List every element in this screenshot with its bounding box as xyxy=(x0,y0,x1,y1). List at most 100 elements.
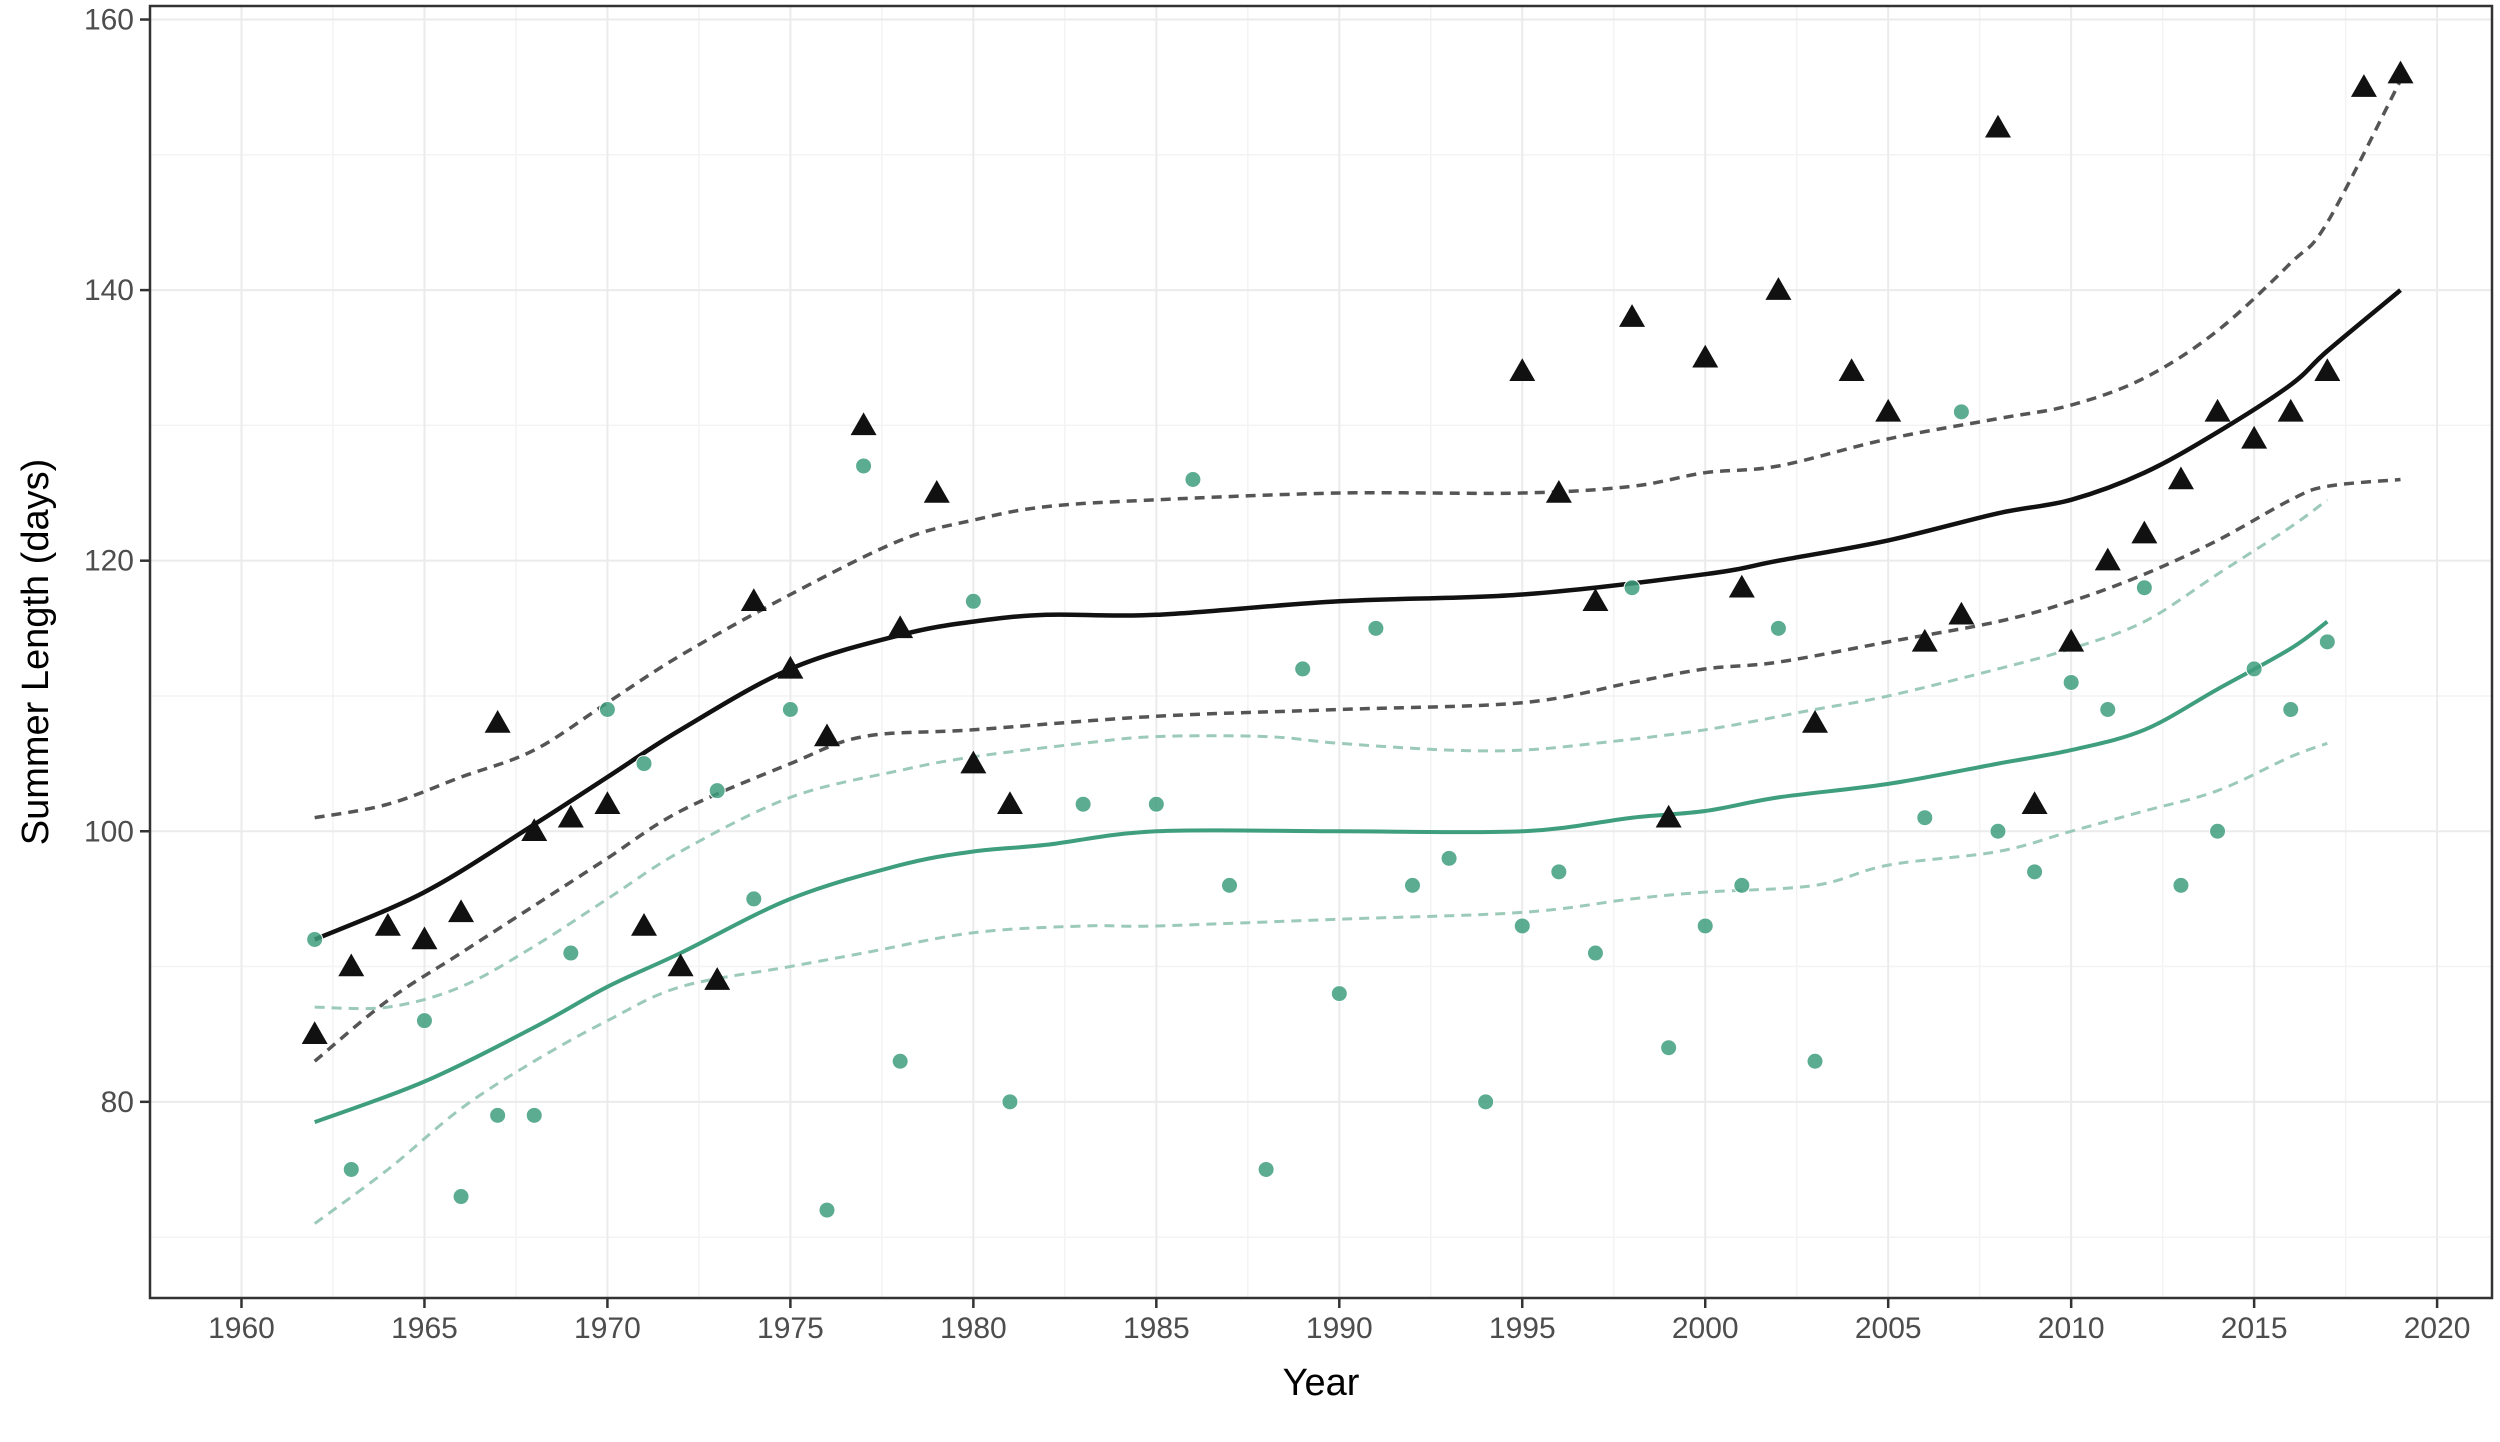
black-triangle-point xyxy=(2241,425,2268,449)
black-triangle-point xyxy=(338,953,365,977)
black-triangle-point xyxy=(2277,398,2304,422)
green-circle-point xyxy=(635,755,653,773)
black-triangle-point xyxy=(1619,304,1646,327)
green-circle-point xyxy=(489,1106,507,1124)
green-circle-point xyxy=(1367,619,1385,637)
green-circle-point xyxy=(306,930,324,948)
green-circle-point xyxy=(1733,876,1751,894)
green-circle-point xyxy=(452,1188,470,1206)
green-circle-point xyxy=(1660,1039,1678,1057)
green-circle-point xyxy=(2062,673,2080,691)
black-triangle-point xyxy=(1875,398,1902,422)
green-circle-point xyxy=(1403,876,1421,894)
green-circle-point xyxy=(1916,809,1934,827)
green-circle-point xyxy=(2135,579,2153,597)
x-tick-label: 1980 xyxy=(940,1312,1007,1345)
black-triangle-point xyxy=(1802,710,1829,733)
green-circle-point xyxy=(745,890,763,908)
x-tick-label: 2000 xyxy=(1672,1312,1739,1345)
black-triangle-point xyxy=(374,912,401,936)
green-circle-point xyxy=(1147,795,1165,813)
green-circle-point xyxy=(342,1160,360,1178)
black-triangle-point xyxy=(2021,791,2048,814)
black-triangle-point xyxy=(2350,74,2377,97)
green-circle-point xyxy=(2172,876,2190,894)
green-circle-point xyxy=(2026,863,2044,881)
green-circle-point xyxy=(598,700,616,718)
green-circle-point xyxy=(2318,633,2336,651)
black-triangle-point xyxy=(1911,628,1938,652)
green-circle-point xyxy=(1513,917,1531,935)
green-ci-upper-line xyxy=(314,498,2329,1011)
green-circle-point xyxy=(1477,1093,1495,1111)
green-circle-point xyxy=(1294,660,1312,678)
fit-lines xyxy=(313,288,2402,1124)
black-triangle-point xyxy=(1692,344,1719,368)
green-circle-point xyxy=(1586,944,1604,962)
black-triangle-point xyxy=(2314,358,2341,382)
x-tick-label: 1960 xyxy=(208,1312,275,1345)
black-ci-upper-line xyxy=(314,79,2403,820)
black-triangle-point xyxy=(1582,588,1609,612)
green-circle-point xyxy=(855,457,873,475)
green-circle-point xyxy=(1221,876,1239,894)
green-circle-point xyxy=(1623,579,1641,597)
black-triangle-point xyxy=(2094,547,2121,571)
black-triangle-point xyxy=(631,912,658,936)
x-tick-label: 2015 xyxy=(2221,1312,2288,1345)
black-triangle-point xyxy=(1984,114,2011,138)
green-circle-point xyxy=(1330,985,1348,1003)
black-triangle-point xyxy=(1509,358,1536,382)
black-triangle-point xyxy=(1545,480,1572,503)
green-circle-point xyxy=(1989,822,2007,840)
black-triangle-point xyxy=(1838,358,1865,382)
x-tick-label: 1990 xyxy=(1306,1312,1373,1345)
green-circle-point xyxy=(1074,795,1092,813)
black-triangle-point xyxy=(411,926,438,950)
x-tick-label: 2005 xyxy=(1855,1312,1922,1345)
green-circle-point xyxy=(1550,863,1568,881)
black-triangle-point xyxy=(887,615,914,639)
black-triangle-point xyxy=(1655,804,1682,828)
green-circle-point xyxy=(964,592,982,610)
green-circle-point xyxy=(562,944,580,962)
green-circle-point xyxy=(781,700,799,718)
black-triangle-point xyxy=(1765,277,1792,300)
green-circle-point xyxy=(2209,822,2227,840)
green-circle-point xyxy=(1440,849,1458,867)
black-triangle-point xyxy=(740,588,767,612)
green-ci-lower-line xyxy=(313,741,2328,1225)
x-tick-label: 1975 xyxy=(757,1312,824,1345)
y-tick-label: 80 xyxy=(101,1086,134,1119)
black-triangle-point xyxy=(557,804,584,828)
black-triangle-point xyxy=(996,791,1023,814)
black-ci-lower-line xyxy=(313,477,2401,1063)
green-circle-point xyxy=(1952,403,1970,421)
grid xyxy=(150,6,2492,1298)
black-triangle-point xyxy=(1948,601,1975,625)
axes: 1960 1965 1970 1975 1980 1985 1990 1995 2000 2005… xyxy=(84,4,2471,1345)
y-axis-title: Summer Length (days) xyxy=(15,459,57,846)
black-triangle-point xyxy=(594,791,621,814)
x-tick-label: 1965 xyxy=(391,1312,458,1345)
green-circle-point xyxy=(1769,619,1787,637)
y-tick-label: 160 xyxy=(84,4,134,37)
black-triangle-point xyxy=(777,655,804,679)
black-triangle-point xyxy=(667,953,694,977)
green-circle-point xyxy=(708,782,726,800)
green-circle-point xyxy=(1184,471,1202,489)
black-triangle-point xyxy=(813,723,840,747)
black-triangle-point xyxy=(960,750,987,774)
green-circle-point xyxy=(2282,700,2300,718)
black-triangle-point xyxy=(850,412,877,436)
black-triangle-point xyxy=(2131,520,2158,544)
black-fit-line xyxy=(313,288,2402,942)
data-points xyxy=(301,60,2414,1219)
black-triangle-point xyxy=(2387,60,2414,84)
y-tick-label: 140 xyxy=(84,274,134,307)
x-tick-label: 2020 xyxy=(2404,1312,2471,1345)
black-triangle-point xyxy=(704,967,731,990)
x-tick-label: 2010 xyxy=(2038,1312,2105,1345)
black-triangle-point xyxy=(2167,466,2194,490)
